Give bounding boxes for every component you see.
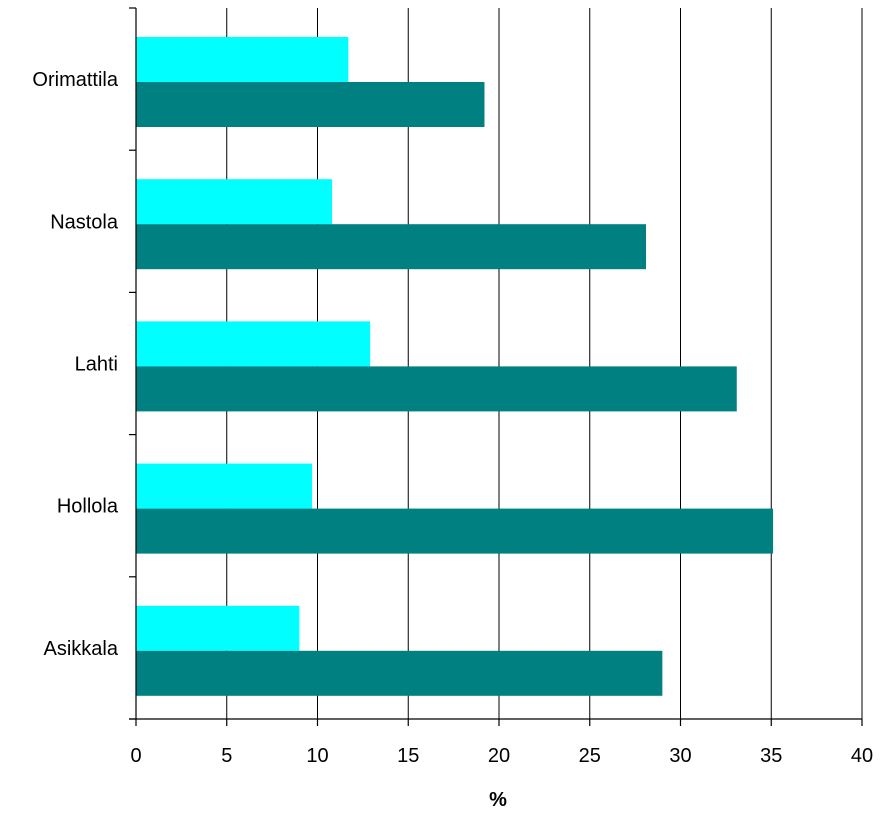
x-tick-label-10: 10 [306, 745, 328, 767]
bar-nastola-series-1 [136, 179, 333, 225]
bar-asikkala-series-2 [136, 650, 663, 696]
category-label-asikkala: Asikkala [44, 638, 119, 660]
x-tick-label-30: 30 [669, 745, 691, 767]
bar-asikkala-series-1 [136, 605, 300, 651]
axes [129, 7, 863, 726]
bar-hollola-series-2 [136, 508, 774, 554]
x-tick-label-40: 40 [851, 745, 873, 767]
bar-orimattila-series-1 [136, 37, 349, 82]
x-tick-label-5: 5 [221, 745, 232, 767]
bar-lahti-series-1 [136, 321, 371, 367]
x-tick-label-25: 25 [579, 745, 601, 767]
bar-lahti-series-2 [136, 366, 737, 412]
category-label-lahti: Lahti [75, 354, 118, 376]
category-label-hollola: Hollola [57, 496, 119, 518]
bar-hollola-series-1 [136, 463, 313, 509]
x-tick-label-35: 35 [760, 745, 782, 767]
bar-nastola-series-2 [136, 224, 647, 270]
category-label-orimattila: Orimattila [32, 69, 118, 91]
x-tick-label-15: 15 [397, 745, 419, 767]
bar-orimattila-series-2 [136, 82, 485, 127]
tick-labels: 0 5 10 15 20 25 30 35 40 Orimattila Nastola Lahti Ho… [32, 69, 873, 767]
x-axis-title: % [489, 789, 507, 811]
category-label-nastola: Nastola [50, 211, 119, 233]
x-tick-label-0: 0 [130, 745, 141, 767]
bars [136, 37, 774, 696]
x-tick-label-20: 20 [488, 745, 510, 767]
